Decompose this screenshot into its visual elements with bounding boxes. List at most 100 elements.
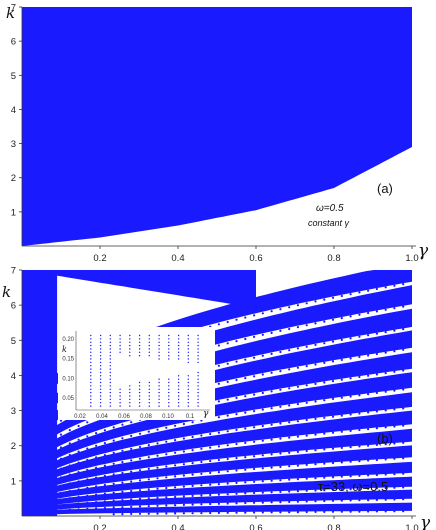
panel-a-x-label: γ [418, 241, 429, 261]
edge-point [217, 511, 220, 514]
inset-point [138, 402, 141, 404]
edge-point [103, 464, 106, 467]
panel-b-label: (b) [377, 431, 393, 446]
edge-point [393, 307, 396, 310]
edge-point [314, 500, 317, 503]
edge-point [130, 489, 133, 493]
inset-point [197, 388, 199, 390]
edge-point [323, 342, 326, 345]
edge-point [367, 428, 370, 431]
inset-point [177, 381, 180, 384]
inset-point [187, 405, 189, 407]
edge-point [95, 501, 98, 504]
inset-point [187, 334, 189, 337]
panel-a-y-tick-label: 5 [11, 71, 16, 82]
edge-point [340, 510, 343, 513]
inset-point [197, 351, 199, 353]
edge-point [147, 430, 150, 433]
inset-point [99, 361, 102, 364]
inset-point [197, 341, 199, 343]
edge-point [296, 435, 299, 438]
edge-point [156, 428, 159, 431]
edge-point [59, 446, 63, 449]
inset-background [58, 327, 215, 420]
inset-point [148, 334, 150, 337]
inset-point [168, 388, 170, 390]
inset-point [99, 334, 102, 337]
edge-point [95, 456, 98, 459]
inset-point [177, 388, 180, 390]
panel-b-y-tick-label: 7 [11, 266, 16, 277]
edge-point [165, 426, 168, 429]
edge-point [253, 426, 256, 429]
edge-point [217, 493, 220, 496]
inset-point [197, 402, 199, 404]
edge-point [340, 461, 343, 464]
inset-x-tick-label: 0.1 [186, 414, 195, 420]
edge-point [384, 510, 387, 513]
edge-point [112, 482, 115, 485]
inset-point [109, 334, 112, 337]
edge-point [261, 501, 264, 504]
inset-point [90, 395, 92, 397]
inset-axes: 0.02 0.04 0.06 0.08 0.10 0.1 0.05 0.10 0.15 0.20 [62, 331, 210, 420]
edge-point [156, 487, 159, 490]
inset-point [177, 358, 180, 360]
panel-a-y-tick-label: 7 [11, 3, 16, 14]
edge-point [375, 332, 378, 335]
edge-point [253, 455, 256, 458]
edge-point [305, 365, 308, 368]
edge-point [103, 492, 106, 495]
inset-point [138, 355, 141, 357]
panel-a-y-label: k [6, 4, 15, 22]
edge-point [305, 302, 308, 305]
edge-point [217, 364, 220, 367]
inset-point [129, 355, 131, 357]
inset-point [187, 381, 189, 384]
inset-point [168, 378, 170, 380]
inset-point [197, 355, 199, 357]
inset-point [119, 348, 121, 350]
edge-point [95, 466, 98, 469]
edge-point [191, 473, 194, 476]
inset-point [168, 405, 170, 407]
panel-b-x-tick-label: 0.8 [327, 523, 340, 530]
edge-point [112, 451, 115, 454]
inset-point [99, 388, 102, 390]
edge-point [77, 438, 80, 441]
inset-point [187, 358, 189, 360]
edge-point [217, 416, 220, 419]
edge-point [200, 484, 203, 487]
edge-point [384, 390, 387, 393]
edge-point [112, 439, 115, 442]
edge-point [393, 370, 396, 373]
inset-point [129, 402, 131, 404]
edge-point [393, 486, 396, 489]
inset-point [187, 375, 189, 377]
edge-point [314, 449, 317, 452]
panel-a-omega-label: ω=0.5 [316, 203, 344, 214]
panel-b: 0.2 0.4 0.6 0.8 1.0 1 2 3 4 5 6 7 k γ (b) τ=33, ω=0… [2, 266, 431, 530]
inset-point [187, 361, 189, 364]
edge-point [209, 502, 212, 506]
inset-point [138, 385, 141, 387]
edge-point [156, 466, 159, 469]
edge-point [270, 511, 273, 514]
inset-point [148, 381, 150, 384]
inset-y-tick-label: 0.20 [62, 337, 74, 343]
edge-point [226, 444, 229, 447]
edge-point [288, 404, 291, 407]
inset-point [148, 385, 150, 387]
edge-point [349, 429, 352, 432]
edge-point [121, 499, 124, 502]
edge-point [95, 507, 98, 510]
inset-point [177, 341, 180, 343]
edge-point [165, 465, 168, 468]
edge-point [349, 446, 352, 449]
edge-point [402, 348, 405, 351]
edge-point [86, 501, 89, 504]
edge-point [270, 390, 273, 393]
edge-point [323, 448, 326, 451]
edge-point [77, 508, 80, 511]
edge-point [384, 372, 387, 375]
